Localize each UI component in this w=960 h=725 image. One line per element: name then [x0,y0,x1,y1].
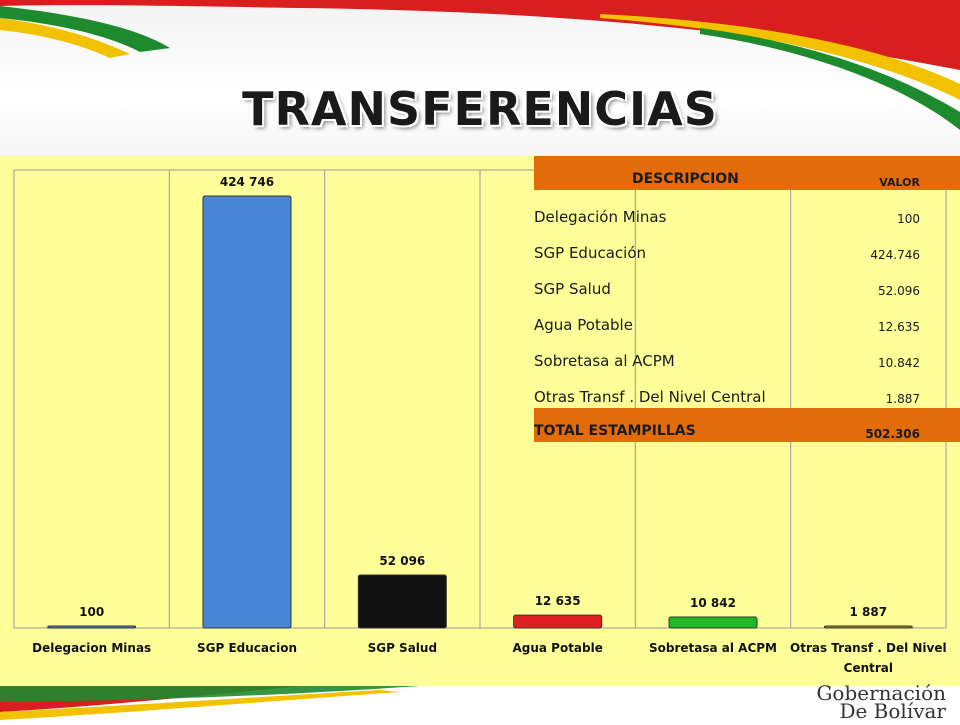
table-row-value: 12.635 [878,320,920,334]
table-row-value: 424.746 [870,248,920,262]
table-row-desc: SGP Educación [534,244,647,262]
table-row-value: 10.842 [878,356,920,370]
bar-chart: 100 Delegacion Minas 424 746 SGP Educacion 5… [13,169,947,675]
category-label-3: Agua Potable [512,641,602,655]
table-row-desc: Sobretasa al ACPM [534,352,675,370]
table-row-desc: Delegación Minas [534,208,667,226]
table-row-desc: SGP Salud [534,280,611,298]
table-header-value: VALOR [879,176,920,189]
bar-5 [823,625,913,629]
table-row-desc: Agua Potable [534,316,633,334]
category-label-1: SGP Educacion [197,641,297,655]
bar-3 [513,614,603,629]
table-total-desc: TOTAL ESTAMPILLAS [534,423,696,439]
table-total-row [534,408,960,442]
bar-0 [47,625,137,629]
data-label-5: 1 887 [850,605,888,619]
table-header-row [534,156,960,190]
flag-ribbon-graphic [0,0,960,130]
table-row-value: 100 [897,212,920,226]
table-row-desc: Otras Transf . Del Nivel Central [534,388,766,406]
footer-ribbon-graphic [0,686,420,720]
gobernacion-logo-text: Gobernación De Bolívar [816,681,946,723]
bar-2 [357,574,447,629]
data-label-2: 52 096 [379,554,425,568]
data-label-1: 424 746 [220,175,274,189]
category-label-5: Otras Transf . Del Nivel [790,641,947,655]
data-label-4: 10 842 [690,596,736,610]
bar-1 [202,195,292,629]
footer-band [0,686,960,720]
table-row-value: 1.887 [885,392,920,406]
header-band: TRANSFERENCIAS [0,0,960,160]
table-header-desc: DESCRIPCION [632,171,739,187]
category-label-0: Delegacion Minas [32,641,151,655]
page-title: TRANSFERENCIAS [242,82,718,136]
category-label-5: Central [844,661,893,675]
gobernacion-line1: Gobernación [816,681,946,705]
gobernacion-line2: De Bolívar [839,699,946,723]
table-row-value: 52.096 [878,284,920,298]
category-label-2: SGP Salud [368,641,437,655]
category-label-4: Sobretasa al ACPM [649,641,777,655]
data-label-3: 12 635 [535,594,581,608]
data-label-0: 100 [79,605,104,619]
bar-4 [668,616,758,629]
table-total-value: 502.306 [865,427,920,441]
